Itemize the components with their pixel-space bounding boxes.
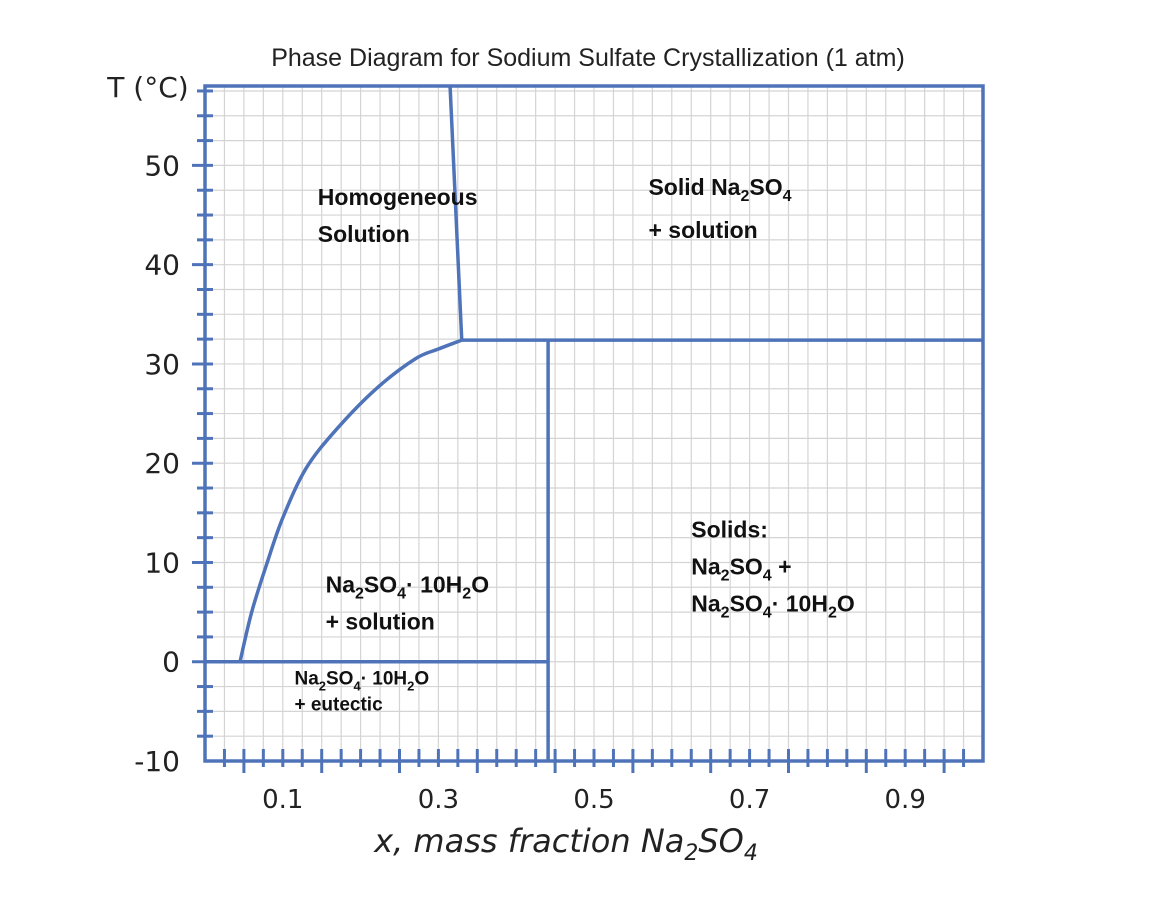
y-tick-label: 20 xyxy=(144,447,180,480)
y-axis-label: T (°C) xyxy=(106,71,188,104)
grid-layer xyxy=(205,86,983,761)
y-tick-label: -10 xyxy=(134,745,180,778)
phase-boundaries xyxy=(205,85,983,761)
region-label-3: Solids: Na2SO4 + Na2SO4· 10H2O xyxy=(691,517,855,622)
boundary-line-1 xyxy=(238,338,463,663)
y-tick-label: 0 xyxy=(162,646,180,679)
x-tick-label: 0.7 xyxy=(729,785,770,815)
y-tick-label: 10 xyxy=(144,546,180,579)
axis-labels: -10 0 10 20 30 40 50 0.1 0.3 0.5 0.7 0.9 xyxy=(134,149,926,815)
x-axis-label: x, mass fraction Na2SO4 xyxy=(373,822,758,866)
region-label-4: Na2SO4· 10H2O + solution xyxy=(326,571,490,634)
x-tick-label: 0.9 xyxy=(885,785,926,815)
axis-ticks xyxy=(192,89,966,773)
x-tick-label: 0.3 xyxy=(418,785,459,815)
y-tick-label: 30 xyxy=(144,348,180,381)
chart-title: Phase Diagram for Sodium Sulfate Crystal… xyxy=(271,44,905,72)
boundary-line-2 xyxy=(448,85,464,341)
y-tick-label: 40 xyxy=(144,249,180,282)
region-label-2: Solid Na2SO4 + solution xyxy=(648,174,791,243)
y-tick-label: 50 xyxy=(144,149,180,182)
x-tick-label: 0.1 xyxy=(262,785,303,815)
region-label-1: Homogeneous Solution xyxy=(318,184,478,247)
region-label-5: Na2SO4· 10H2O + eutectic xyxy=(294,669,429,716)
x-tick-label: 0.5 xyxy=(573,785,614,815)
region-labels: Homogeneous Solution Solid Na2SO4 + solutio… xyxy=(294,174,854,715)
